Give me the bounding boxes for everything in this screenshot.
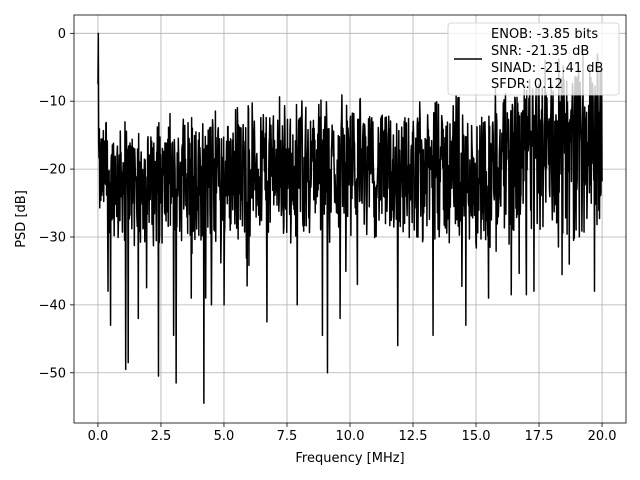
legend-line-sfdr: SFDR: 0.12 (491, 77, 563, 92)
psd-series-line (97, 32, 603, 405)
legend-line-sinad: SINAD: -21.41 dB (491, 61, 603, 76)
x-tick-label: 15.0 (462, 429, 491, 444)
x-tick-label: 5.0 (214, 429, 235, 444)
series (97, 32, 603, 405)
x-tick-label: 17.5 (525, 429, 554, 444)
axis-ticks: 0.0 2.5 5.0 7.5 10.0 12.5 15.0 17.5 20.0 0 −10 −20 −… (39, 27, 617, 444)
axes-frame (73, 14, 627, 424)
x-tick-label: 12.5 (399, 429, 428, 444)
y-tick-label: −30 (39, 230, 66, 245)
y-tick-label: −50 (39, 366, 66, 381)
y-tick-label: 0 (58, 27, 66, 42)
legend-line-snr: SNR: -21.35 dB (491, 44, 589, 59)
y-tick-label: −20 (39, 163, 66, 178)
x-tick-label: 7.5 (277, 429, 298, 444)
legend: ENOB: -3.85 bits SNR: -21.35 dB SINAD: -… (447, 22, 620, 96)
x-axis-label: Frequency [MHz] (295, 451, 404, 466)
x-tick-label: 20.0 (588, 429, 617, 444)
x-tick-label: 10.0 (336, 429, 365, 444)
y-tick-label: −10 (39, 95, 66, 110)
legend-frame (447, 22, 620, 96)
y-tick-label: −40 (39, 298, 66, 313)
y-axis-label: PSD [dB] (14, 190, 29, 248)
legend-line-enob: ENOB: -3.85 bits (491, 27, 598, 42)
x-tick-label: 2.5 (151, 429, 172, 444)
x-tick-label: 0.0 (88, 429, 109, 444)
